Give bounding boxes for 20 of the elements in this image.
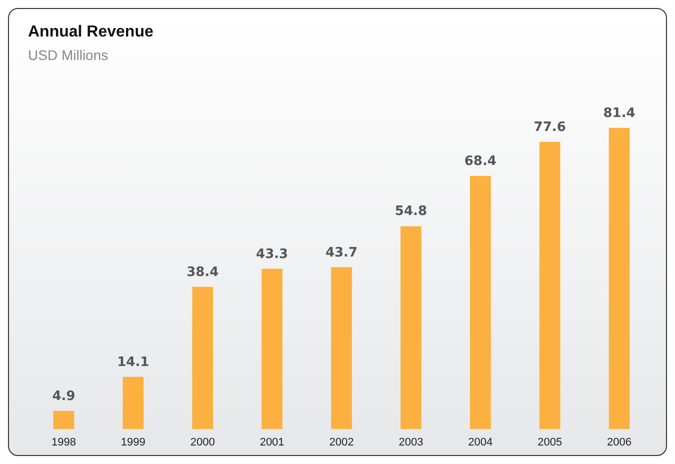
data-label: 14.1 xyxy=(117,354,150,370)
x-tick-label: 2000 xyxy=(190,436,215,448)
x-tick-label: 1998 xyxy=(51,436,76,448)
x-tick-label: 2002 xyxy=(329,436,354,448)
data-label: 43.7 xyxy=(325,245,358,260)
data-label: 54.8 xyxy=(394,204,427,220)
data-label: 68.4 xyxy=(464,154,496,169)
x-tick-label: 2005 xyxy=(538,436,562,448)
chart-subtitle: USD Millions xyxy=(28,47,108,63)
x-tick-label: 2006 xyxy=(607,436,632,448)
x-tick-label: 1999 xyxy=(120,436,146,448)
data-label: 38.4 xyxy=(186,264,219,280)
x-tick-label: 2004 xyxy=(468,436,493,448)
chart-title: Annual Revenue xyxy=(28,24,154,40)
data-label: 43.3 xyxy=(256,246,288,262)
x-tick-label: 2003 xyxy=(398,436,424,448)
x-tick-label: 2001 xyxy=(260,436,284,448)
data-label: 4.9 xyxy=(52,388,76,404)
data-label: 77.6 xyxy=(534,120,566,135)
data-label: 81.4 xyxy=(603,106,636,121)
